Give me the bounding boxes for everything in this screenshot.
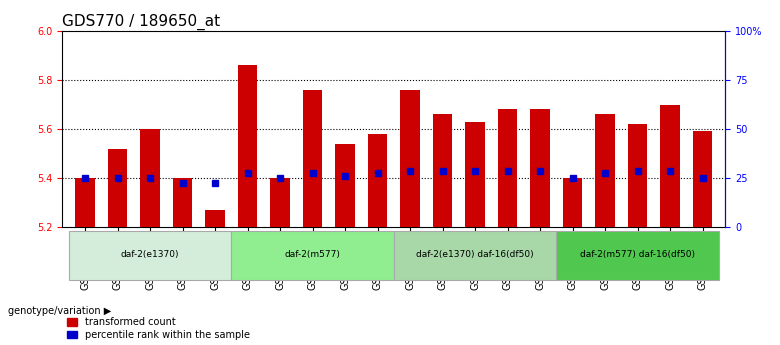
Bar	[303, 90, 322, 227]
Bar	[76, 178, 95, 227]
Bar	[108, 149, 127, 227]
Bar	[140, 129, 160, 227]
Bar	[335, 144, 355, 227]
FancyBboxPatch shape	[394, 231, 556, 280]
Text: daf-2(e1370) daf-16(df50): daf-2(e1370) daf-16(df50)	[417, 250, 534, 259]
FancyBboxPatch shape	[69, 231, 232, 280]
Bar	[661, 105, 680, 227]
Text: daf-2(e1370): daf-2(e1370)	[121, 250, 179, 259]
Bar	[693, 131, 712, 227]
Bar	[173, 178, 193, 227]
Bar	[238, 65, 257, 227]
Bar	[498, 109, 517, 227]
Text: GDS770 / 189650_at: GDS770 / 189650_at	[62, 13, 221, 30]
Bar	[271, 178, 290, 227]
Bar	[563, 178, 583, 227]
FancyBboxPatch shape	[232, 231, 394, 280]
Bar	[205, 210, 225, 227]
Legend: transformed count, percentile rank within the sample: transformed count, percentile rank withi…	[67, 317, 250, 340]
Bar	[433, 114, 452, 227]
Bar	[400, 90, 420, 227]
Bar	[530, 109, 550, 227]
Text: daf-2(m577): daf-2(m577)	[285, 250, 341, 259]
Text: genotype/variation ▶: genotype/variation ▶	[8, 306, 111, 315]
Bar	[595, 114, 615, 227]
FancyBboxPatch shape	[556, 231, 719, 280]
Bar	[466, 122, 485, 227]
Bar	[368, 134, 388, 227]
Bar	[628, 124, 647, 227]
Text: daf-2(m577) daf-16(df50): daf-2(m577) daf-16(df50)	[580, 250, 695, 259]
